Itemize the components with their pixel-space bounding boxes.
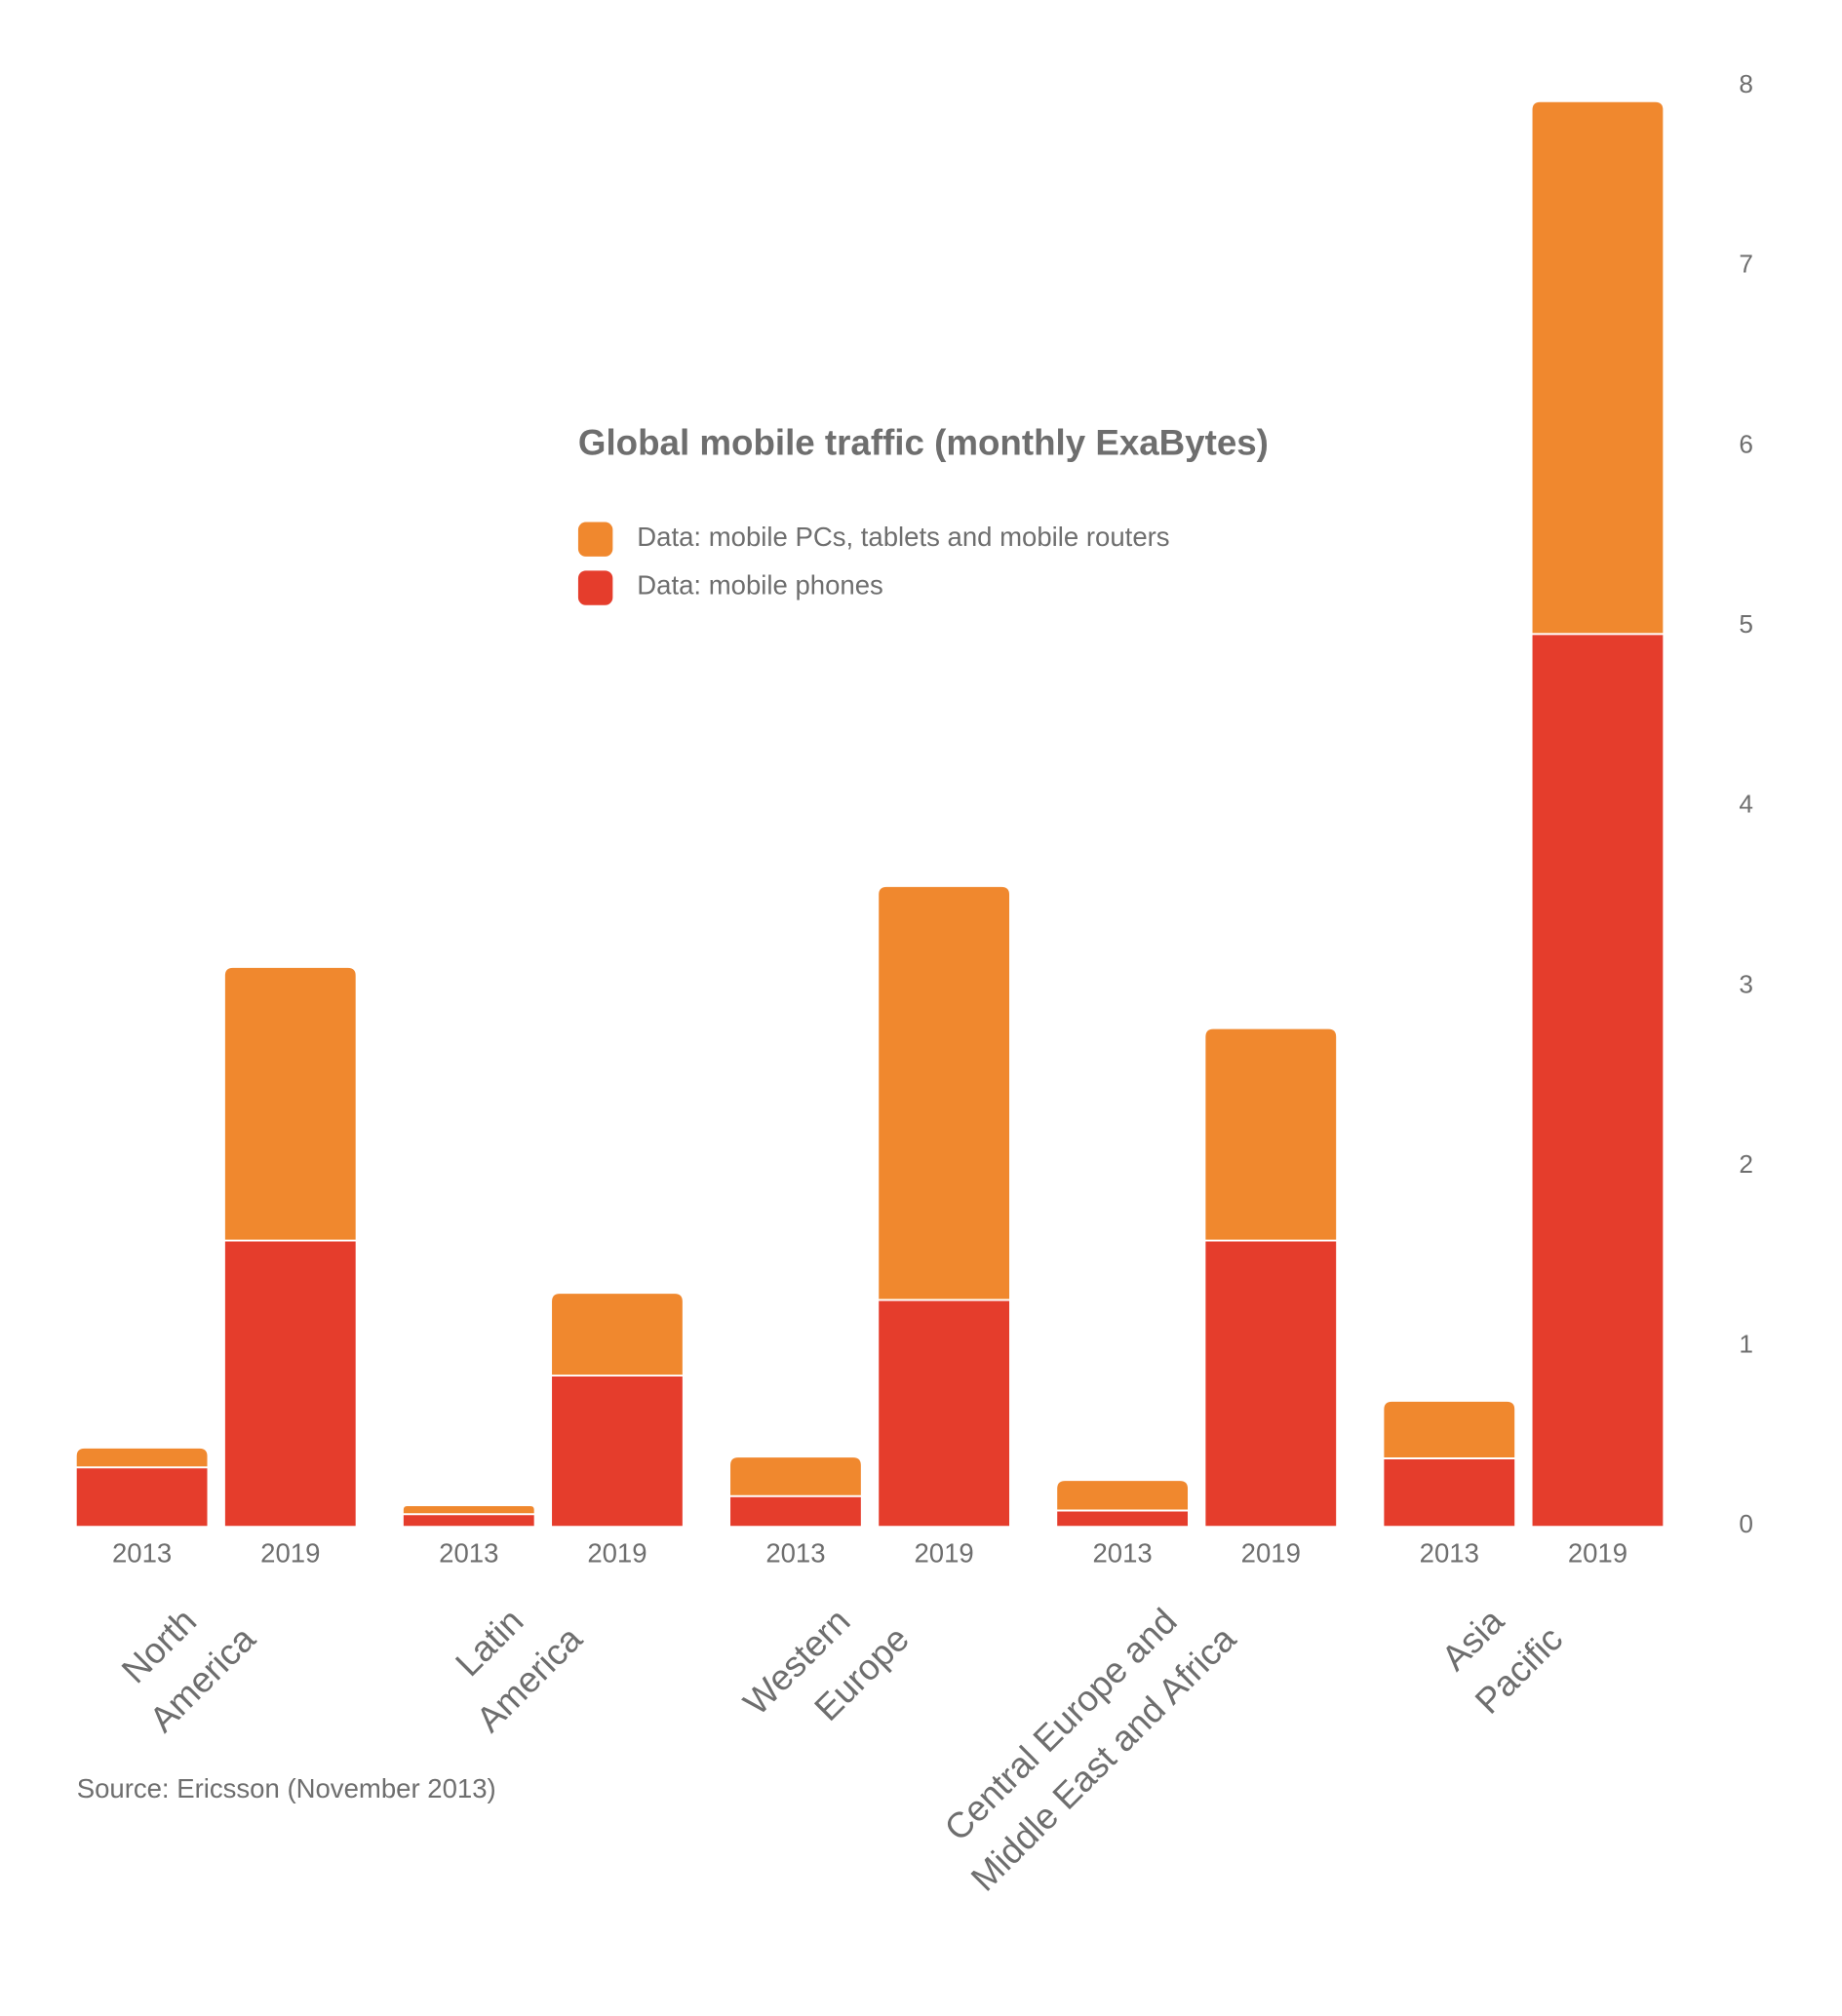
- bar-segment: [1057, 1481, 1189, 1510]
- y-tick-label: 3: [1739, 969, 1753, 998]
- x-tick-label: 2013: [1092, 1538, 1152, 1569]
- legend-label: Data: mobile phones: [637, 570, 883, 601]
- x-tick-label: 2013: [112, 1538, 172, 1569]
- bar-segment: [1205, 1028, 1337, 1240]
- y-tick-label: 6: [1739, 429, 1753, 458]
- x-tick-label: 2013: [439, 1538, 498, 1569]
- x-tick-label: 2019: [914, 1538, 973, 1569]
- bar-segment: [730, 1457, 861, 1495]
- bar-segment: [224, 1241, 356, 1527]
- bar-segment: [879, 886, 1010, 1299]
- y-tick-label: 5: [1739, 609, 1753, 639]
- bar-segment: [224, 967, 356, 1240]
- bar-segment: [76, 1468, 208, 1527]
- y-tick-label: 4: [1739, 790, 1753, 819]
- y-tick-label: 8: [1739, 69, 1753, 98]
- bar-segment: [1205, 1241, 1337, 1527]
- bar-segment: [1532, 635, 1664, 1527]
- legend-swatch: [577, 522, 613, 557]
- bar-segment: [403, 1515, 534, 1527]
- bar-segment: [76, 1448, 208, 1467]
- y-tick-label: 1: [1739, 1330, 1753, 1359]
- bar-segment: [1532, 101, 1664, 634]
- bar-segment: [730, 1496, 861, 1527]
- y-tick-label: 2: [1739, 1149, 1753, 1179]
- bar-segment: [552, 1294, 683, 1376]
- y-tick-label: 7: [1739, 250, 1753, 279]
- x-tick-label: 2013: [765, 1538, 825, 1569]
- bar-segment: [1057, 1511, 1189, 1527]
- bar-segment: [1384, 1401, 1515, 1457]
- y-tick-label: 0: [1739, 1509, 1753, 1538]
- x-tick-label: 2013: [1420, 1538, 1479, 1569]
- bar-segment: [552, 1376, 683, 1527]
- bar-segment: [879, 1300, 1010, 1527]
- x-tick-label: 2019: [1568, 1538, 1627, 1569]
- bar-segment: [1384, 1458, 1515, 1527]
- bar-segment: [403, 1505, 534, 1514]
- legend-label: Data: mobile PCs, tablets and mobile rou…: [637, 522, 1169, 552]
- source: Source: Ericsson (November 2013): [77, 1773, 496, 1803]
- x-tick-label: 2019: [587, 1538, 647, 1569]
- chart-title: Global mobile traffic (monthly ExaBytes): [578, 423, 1269, 463]
- legend-swatch: [577, 570, 613, 605]
- x-tick-label: 2019: [260, 1538, 320, 1569]
- x-tick-label: 2019: [1241, 1538, 1301, 1569]
